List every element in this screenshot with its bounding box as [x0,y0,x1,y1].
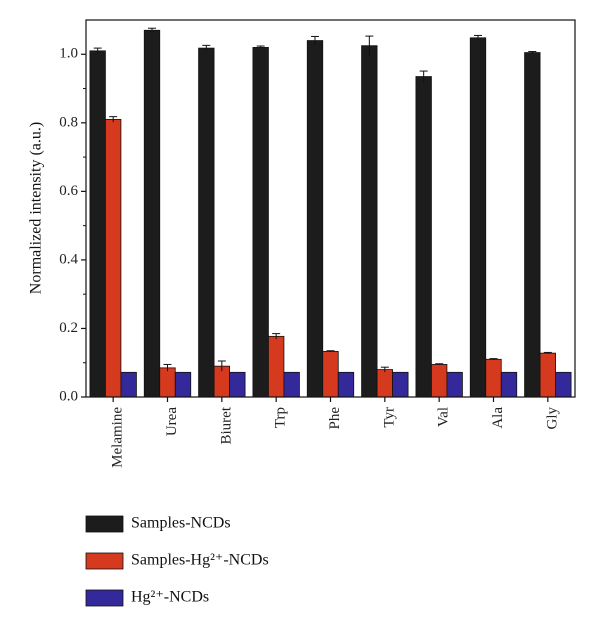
bar-val-s3 [446,371,463,398]
x-tick-label-val: Val [436,407,452,427]
legend-swatch [85,589,124,607]
bar-melamine-s1 [89,50,106,398]
y-tick-label: 1.0 [59,46,78,62]
bar-trp-s2 [268,335,285,398]
bar-biuret-s1 [198,47,215,398]
y-axis-ticks: 0.0 0.2 0.4 0.6 0.8 1.0 [59,46,86,404]
bar-phe-s1 [306,40,324,398]
error-bar-phe-s1 [311,35,319,45]
bar-tyr-s1 [361,45,378,398]
error-bar-phe-s2 [326,350,335,353]
x-tick-label-phe: Phe [327,407,343,430]
bar-phe-s2 [322,351,339,398]
bar-val-s1 [415,76,432,398]
bar-tyr-s3 [392,371,409,398]
error-bar-gly-s1 [528,51,537,54]
legend-item-2: Samples-Hg²⁺-NCDs [85,552,269,570]
x-tick-label-tyr: Tyr [381,407,397,428]
error-bar-tyr-s1 [365,35,374,56]
x-tick-label-urea: Urea [164,407,180,436]
legend-item-1: Samples-NCDs [85,515,231,533]
legend-label: Samples-Hg²⁺-NCDs [131,552,269,569]
bar-trp-s3 [283,371,300,398]
legend: Samples-NCDs Samples-Hg²⁺-NCDs Hg²⁺-NCDs [85,515,269,607]
bar-urea-s2 [159,367,176,398]
y-tick-label: 0.0 [59,388,78,404]
legend-label: Hg²⁺-NCDs [131,589,209,606]
y-axis-title: Normalized intensity (a.u.) [28,122,45,294]
error-bars-layer [93,27,552,372]
y-tick-label: 0.8 [59,114,78,130]
error-bar-melamine-s1 [93,47,102,54]
x-tick-label-gly: Gly [544,407,560,430]
x-tick-label-melamine: Melamine [110,407,126,468]
y-tick-label: 0.4 [59,251,78,267]
y-tick-label: 0.6 [59,183,78,199]
error-bar-biuret-s1 [202,44,211,51]
legend-swatch [85,515,124,533]
bar-ala-s1 [469,37,487,398]
bar-ala-s3 [500,371,518,398]
error-bar-gly-s2 [543,351,552,354]
bar-biuret-s3 [229,371,246,398]
bar-phe-s3 [337,371,355,398]
bar-melamine-s3 [120,371,137,398]
bar-melamine-s2 [105,118,122,398]
error-bar-urea-s2 [163,363,172,372]
error-bar-ala-s1 [474,34,482,41]
error-bar-urea-s1 [148,27,156,33]
error-bar-biuret-s2 [217,360,226,372]
y-tick-label: 0.2 [59,320,78,336]
x-axis-ticks: Melamine Urea Biuret Trp Phe Tyr Val Ala Gly [110,397,560,468]
bar-gly-s1 [524,52,541,398]
bar-ala-s2 [485,358,502,398]
x-tick-label-biuret: Biuret [218,406,234,444]
x-tick-label-trp: Trp [273,407,289,428]
bar-urea-s3 [174,371,192,398]
legend-swatch [85,552,124,570]
error-bar-val-s1 [419,70,428,83]
error-bar-melamine-s2 [109,116,118,123]
error-bar-trp-s1 [256,45,265,49]
legend-item-3: Hg²⁺-NCDs [85,589,209,607]
legend-label: Samples-NCDs [131,515,231,532]
bar-urea-s1 [143,29,161,398]
bar-gly-s2 [539,352,556,398]
error-bar-ala-s2 [489,358,498,360]
bar-val-s2 [431,364,448,398]
bars-layer [89,29,572,398]
error-bar-val-s2 [435,363,444,366]
error-bar-trp-s2 [272,333,281,340]
bar-gly-s3 [555,371,572,398]
bar-tyr-s2 [376,369,393,398]
bar-trp-s1 [252,47,269,398]
x-tick-label-ala: Ala [490,407,506,429]
error-bar-tyr-s2 [380,366,389,372]
